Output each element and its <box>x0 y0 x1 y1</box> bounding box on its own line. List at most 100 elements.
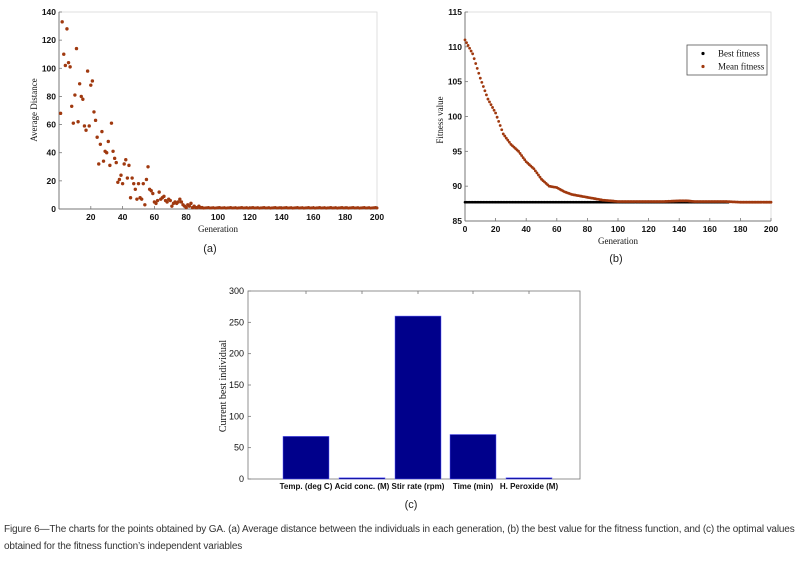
chart-c-x-tick-label: H. Peroxide (M) <box>500 482 559 491</box>
chart-c-x-tick-label: Temp. (deg C) <box>280 482 333 491</box>
chart-a-data-point <box>79 94 83 99</box>
chart-a-data-point <box>139 197 144 201</box>
chart-a-data-point <box>66 60 71 65</box>
chart-b-x-tick-label: 180 <box>733 224 747 234</box>
chart-b-x-tick-label: 60 <box>552 224 562 234</box>
chart-c-bar <box>449 434 497 480</box>
chart-a-data-point <box>70 104 74 108</box>
chart-a-data-point <box>120 181 125 186</box>
chart-a-data-point <box>74 46 79 51</box>
chart-a-data-point <box>63 63 68 68</box>
chart-b-x-tick-label: 40 <box>521 224 531 234</box>
figure-caption: Figure 6—The charts for the points obtai… <box>4 524 795 552</box>
chart-b-mean-fitness-point <box>507 140 511 144</box>
chart-a-y-tick-label: 100 <box>42 63 56 73</box>
chart-b-x-tick-label: 160 <box>703 224 717 234</box>
chart-a-data-point <box>375 206 379 210</box>
chart-b-mean-fitness-point <box>494 111 497 115</box>
chart-b-mean-fitness-point <box>500 128 504 132</box>
chart-b-mean-fitness-point <box>485 93 488 97</box>
chart-c-current-best-individual: 0 50 100 150 200 250 300 Temp. (deg C) Acid con… <box>218 286 581 511</box>
chart-b-y-tick-label: 110 <box>448 42 462 52</box>
chart-a-data-point <box>154 201 158 206</box>
chart-b-mean-fitness-point <box>538 175 542 179</box>
chart-b-mean-fitness-point <box>506 138 510 142</box>
chart-a-data-point <box>122 162 126 166</box>
chart-b-mean-fitness-point <box>466 44 470 47</box>
chart-a-data-point <box>130 176 134 180</box>
chart-a-data-point <box>149 189 153 193</box>
chart-b-y-tick-label: 105 <box>448 77 462 87</box>
chart-b-mean-fitness-point <box>489 103 493 107</box>
chart-c-sublabel: (c) <box>405 499 418 511</box>
chart-a-x-axis-label: Generation <box>198 224 238 234</box>
chart-a-data-point <box>95 135 99 139</box>
legend-label-mean-fitness: Mean fitness <box>718 62 765 72</box>
chart-b-mean-fitness-point <box>535 171 539 175</box>
chart-b-mean-fitness-point <box>486 97 490 101</box>
chart-a-data-point <box>119 173 123 177</box>
chart-b-mean-fitness-point <box>469 49 473 53</box>
chart-b-mean-fitness-point <box>463 38 467 42</box>
chart-a-data-point <box>114 160 118 165</box>
chart-b-mean-fitness-point <box>537 173 540 177</box>
chart-a-x-tick-label: 160 <box>306 212 320 222</box>
chart-a-data-point <box>62 52 66 56</box>
chart-a-x-tick-label: 140 <box>275 212 289 222</box>
chart-b-x-tick-label: 140 <box>672 224 686 234</box>
chart-b-y-tick-label: 85 <box>453 216 463 226</box>
chart-a-data-point <box>124 158 128 162</box>
chart-b-x-tick-label: 200 <box>764 224 778 234</box>
chart-a-x-tick-label: 120 <box>243 212 257 222</box>
chart-a-data-point <box>136 181 141 186</box>
chart-b-mean-fitness-point <box>517 149 520 153</box>
chart-b-mean-fitness-point <box>504 136 508 140</box>
chart-a-data-point <box>87 124 91 128</box>
chart-b-mean-fitness-point <box>471 52 475 56</box>
chart-b-y-axis-label: Fitness value <box>435 96 445 143</box>
chart-a-data-point <box>89 83 93 87</box>
chart-b-mean-fitness-point <box>472 57 476 61</box>
chart-a-data-point <box>85 69 90 73</box>
chart-b-mean-fitness-point <box>503 134 507 138</box>
chart-b-mean-fitness-point <box>474 62 478 65</box>
chart-a-data-point <box>128 196 133 200</box>
chart-b-y-tick-label: 115 <box>448 7 462 17</box>
chart-c-y-tick-label: 250 <box>229 317 244 327</box>
chart-b-y-tick-label: 100 <box>448 112 462 122</box>
chart-b-mean-fitness-point <box>521 156 525 160</box>
chart-a-data-point <box>143 203 147 207</box>
chart-a-data-point <box>82 124 87 128</box>
chart-a-data-point <box>157 190 161 194</box>
chart-a-y-tick-label: 80 <box>47 91 57 101</box>
chart-a-data-point <box>101 159 106 163</box>
chart-a-x-tick-label: 200 <box>370 212 384 222</box>
chart-a-data-point <box>176 200 180 204</box>
chart-c-bar <box>394 315 442 480</box>
chart-a-x-tick-label: 100 <box>211 212 225 222</box>
chart-c-y-tick-label: 100 <box>229 411 244 421</box>
chart-b-x-tick-label: 100 <box>611 224 625 234</box>
chart-a-data-point <box>58 111 63 116</box>
chart-a-y-tick-label: 0 <box>51 204 56 214</box>
chart-b-mean-fitness-point <box>488 100 491 104</box>
chart-a-data-point <box>144 177 149 182</box>
chart-a-sublabel: (a) <box>203 243 216 255</box>
chart-a-data-point <box>125 176 130 180</box>
chart-a-data-point <box>93 118 98 123</box>
chart-a-data-point <box>132 181 136 186</box>
chart-a-data-point <box>65 27 69 31</box>
chart-c-bar <box>505 477 553 480</box>
chart-b-y-tick-label: 95 <box>453 146 463 156</box>
chart-b-y-tick-label: 90 <box>453 181 463 191</box>
chart-a-data-point <box>106 139 110 144</box>
chart-a-data-point <box>165 200 169 204</box>
chart-a-data-point <box>77 82 82 86</box>
chart-b-mean-fitness-point <box>495 115 499 119</box>
chart-b-sublabel: (b) <box>609 253 622 265</box>
chart-b-mean-fitness-point <box>477 71 481 75</box>
chart-a-data-point <box>116 180 120 184</box>
chart-a-data-point <box>127 163 131 168</box>
chart-b-x-tick-label: 80 <box>583 224 593 234</box>
chart-a-data-point <box>112 156 117 161</box>
